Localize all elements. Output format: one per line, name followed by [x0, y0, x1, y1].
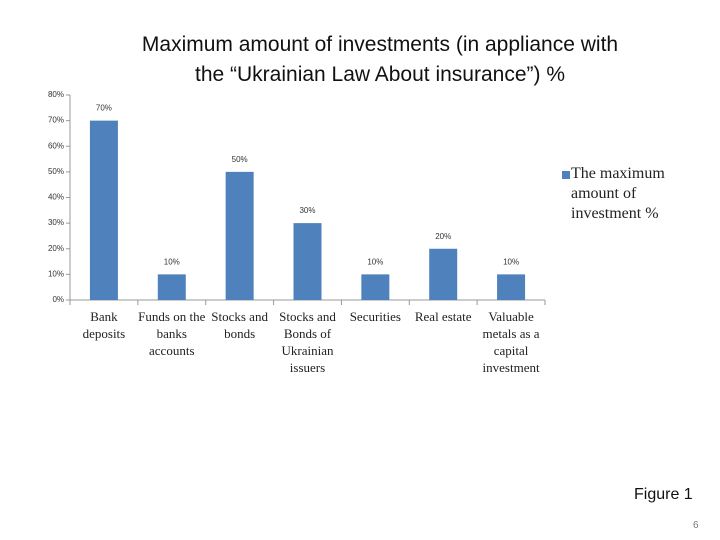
y-tick-label: 20% — [48, 244, 64, 253]
x-tick-label: Valuable metals as a capital investment — [482, 309, 540, 375]
x-tick-label: Funds on the banks accounts — [138, 309, 206, 358]
y-tick-label: 70% — [48, 116, 64, 125]
x-tick-label: Securities — [349, 309, 401, 324]
bar — [497, 274, 526, 300]
value-label: 10% — [164, 257, 180, 266]
x-tick-label: Stocks and bonds — [211, 309, 268, 341]
page-number: 6 — [693, 520, 699, 531]
bar — [293, 223, 322, 300]
value-label: 50% — [232, 155, 248, 164]
y-tick-label: 50% — [48, 167, 64, 176]
x-tick-label: Bank deposits — [82, 309, 126, 341]
value-label: 10% — [367, 257, 383, 266]
x-tick-label: Stocks and Bonds of Ukrainian issuers — [279, 309, 336, 375]
legend-swatch — [562, 171, 570, 179]
bar — [225, 171, 254, 300]
bar — [361, 274, 390, 300]
figure-label: Figure 1 — [634, 486, 693, 503]
legend-label: The maximum amount of investment % — [571, 165, 665, 222]
y-tick-label: 0% — [52, 295, 64, 304]
y-tick-label: 10% — [48, 269, 64, 278]
chart-title: Maximum amount of investments (in applia… — [141, 33, 619, 86]
bar — [157, 274, 186, 300]
value-label: 10% — [503, 257, 519, 266]
y-tick-label: 30% — [48, 218, 64, 227]
bar — [89, 120, 118, 300]
x-tick-label: Real estate — [414, 309, 472, 324]
bar — [429, 248, 458, 300]
value-label: 30% — [299, 206, 315, 215]
y-tick-label: 60% — [48, 141, 64, 150]
value-label: 70% — [96, 104, 112, 113]
y-tick-label: 40% — [48, 193, 64, 202]
y-tick-label: 80% — [48, 90, 64, 99]
value-label: 20% — [435, 232, 451, 241]
